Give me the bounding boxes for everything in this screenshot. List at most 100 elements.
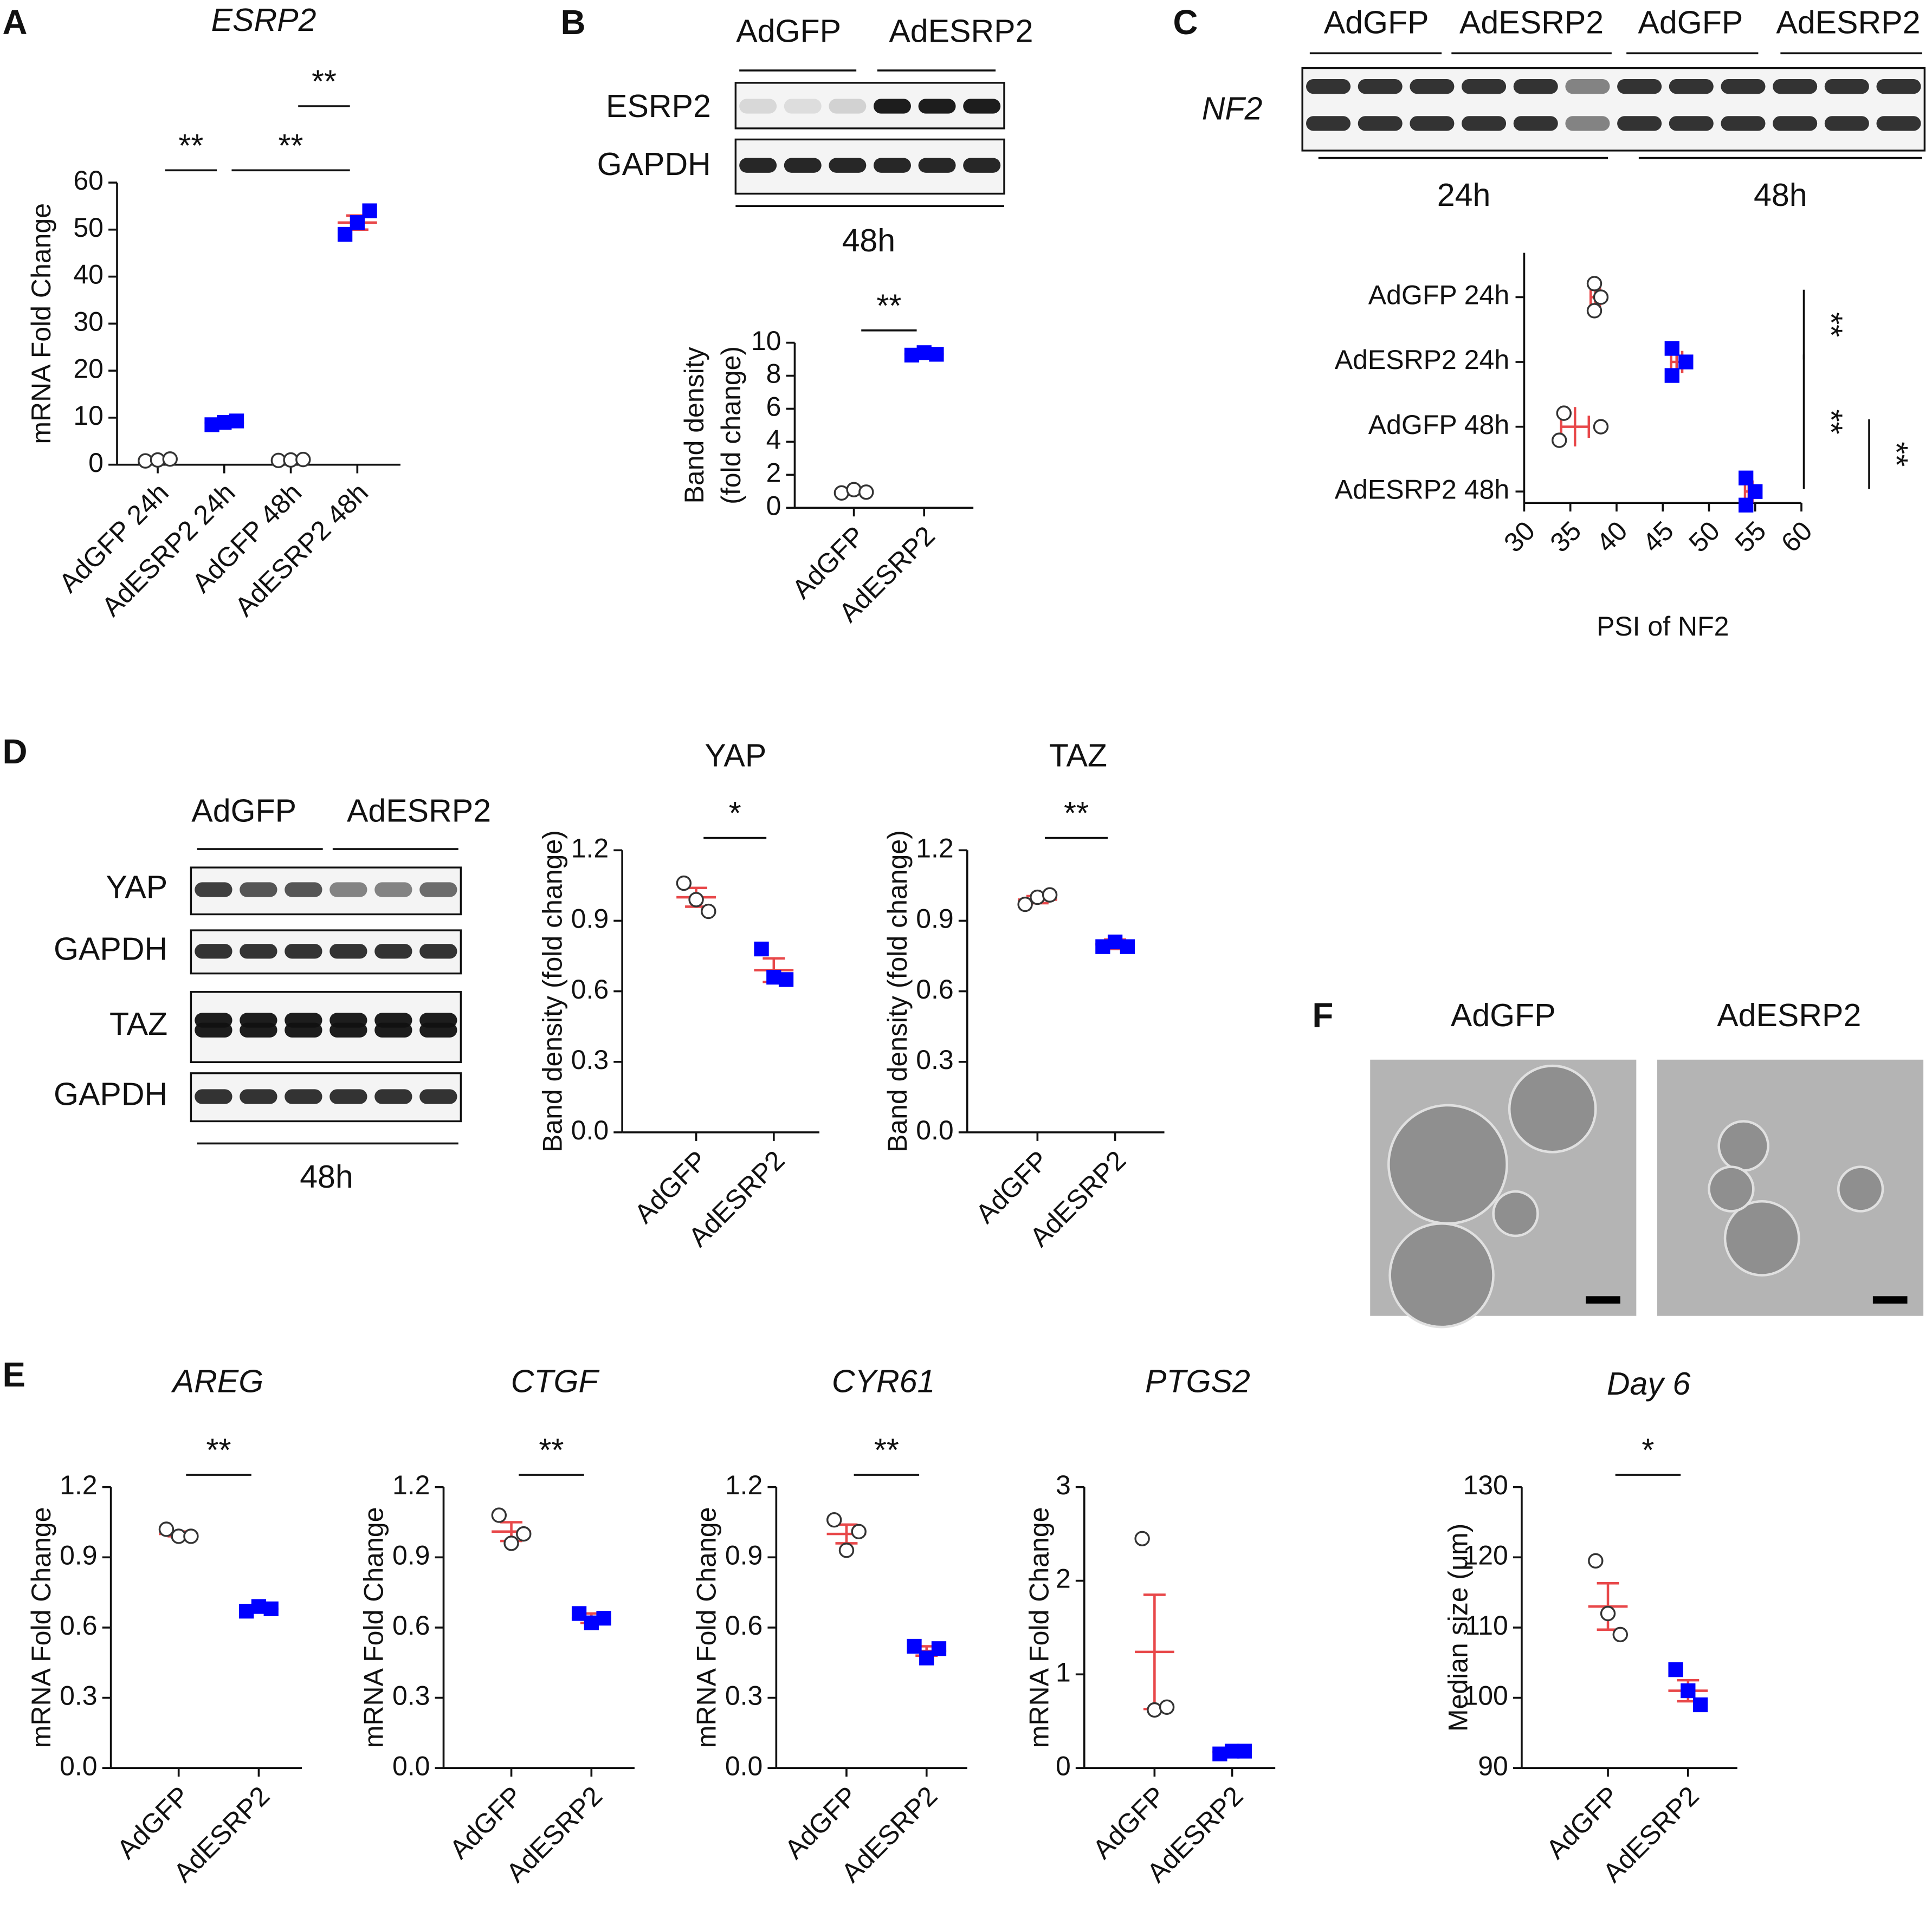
band	[240, 944, 277, 959]
y-tick-label: 1.2	[571, 833, 609, 863]
scale-bar	[1586, 1296, 1620, 1304]
data-point	[1147, 1702, 1162, 1718]
data-point	[1664, 341, 1679, 356]
y-tick-label: 0.9	[571, 904, 609, 934]
data-point	[1748, 484, 1763, 499]
x-tick-label: 30	[1498, 515, 1541, 558]
panel-letter: E	[3, 1356, 25, 1394]
band	[1773, 79, 1818, 94]
chart-title: AREG	[171, 1363, 264, 1399]
band	[1410, 116, 1455, 131]
band	[1410, 79, 1455, 94]
y-tick-label: 8	[766, 359, 781, 389]
band	[784, 158, 822, 173]
y-tick-label: 0.0	[392, 1751, 430, 1781]
data-point	[826, 1512, 842, 1528]
y-tick-label: AdGFP 24h	[1368, 280, 1509, 310]
band	[784, 99, 822, 114]
y-tick-label: 30	[73, 307, 104, 337]
data-point	[1692, 1697, 1708, 1713]
data-point	[1586, 303, 1603, 319]
y-tick-label: 20	[73, 353, 104, 384]
band	[374, 944, 412, 959]
y-tick-label: 0.0	[60, 1751, 98, 1781]
band	[195, 1022, 232, 1038]
band	[1358, 79, 1403, 94]
spheroid	[1837, 1165, 1884, 1213]
y-tick-label: 0	[88, 448, 104, 478]
significance-label: **	[178, 127, 203, 164]
significance-label: **	[312, 63, 337, 100]
band	[1565, 116, 1610, 131]
blot	[190, 991, 462, 1064]
band	[1721, 116, 1766, 131]
x-tick-label: 55	[1729, 515, 1772, 558]
y-tick-label: 1.2	[392, 1470, 430, 1500]
data-point	[362, 203, 377, 218]
y-tick-label: 6	[766, 392, 781, 422]
band	[374, 882, 412, 897]
data-point	[1612, 1627, 1628, 1643]
band	[829, 158, 867, 173]
y-tick-label: 4	[766, 425, 781, 455]
data-point	[295, 451, 311, 468]
band	[963, 158, 1001, 173]
blot-row: GAPDH	[54, 1076, 167, 1112]
band	[285, 1089, 322, 1104]
y-tick-label: 1.2	[725, 1470, 763, 1500]
image-label: AdESRP2	[1717, 997, 1861, 1033]
band	[963, 99, 1001, 114]
y-axis-label: Band density (fold change)	[882, 830, 913, 1152]
band	[419, 882, 457, 897]
band	[1565, 79, 1610, 94]
y-tick-label: 0.3	[571, 1045, 609, 1075]
significance-label: **	[279, 127, 303, 164]
blot-row: GAPDH	[54, 930, 167, 967]
chart-title: TAZ	[1049, 737, 1107, 773]
significance-label: **	[1878, 442, 1915, 466]
data-point	[1664, 368, 1679, 383]
blot-time: 48h	[1754, 177, 1807, 213]
data-point	[162, 451, 178, 467]
band	[1824, 79, 1869, 94]
data-point	[158, 1521, 175, 1537]
y-tick-label: 10	[751, 326, 781, 356]
blot-group: AdESRP2	[1776, 4, 1920, 41]
band	[240, 1022, 277, 1038]
band	[873, 99, 911, 114]
y-tick-label: 2	[766, 458, 781, 488]
y-tick-label: 50	[73, 212, 104, 243]
data-point	[846, 482, 862, 497]
y-tick-label: 0.6	[571, 974, 609, 1005]
band	[240, 882, 277, 897]
x-tick-label: 45	[1637, 515, 1679, 558]
band	[918, 158, 956, 173]
y-tick-label: 0.0	[725, 1751, 763, 1781]
data-point	[1212, 1746, 1227, 1761]
y-tick-label: 0.9	[60, 1540, 98, 1571]
data-point	[858, 484, 874, 500]
blot-time: 48h	[842, 222, 896, 258]
data-point	[1042, 887, 1058, 903]
y-axis-label: mRNA Fold Change	[26, 1507, 56, 1748]
band	[195, 944, 232, 959]
band	[329, 882, 367, 897]
spheroid	[1723, 1200, 1800, 1277]
data-point	[596, 1611, 611, 1626]
y-tick-label: 90	[1478, 1751, 1508, 1781]
data-point	[851, 1524, 867, 1540]
y-axis-label: Band density	[679, 347, 709, 503]
y-tick-label: 130	[1463, 1470, 1508, 1500]
data-point	[1681, 1683, 1696, 1699]
y-axis-label: Band density (fold change)	[537, 830, 567, 1152]
data-point	[1668, 1662, 1683, 1677]
y-tick-label: 2	[1056, 1564, 1071, 1594]
band	[1876, 116, 1921, 131]
panel-letter: A	[3, 3, 28, 42]
blot-group: AdESRP2	[347, 793, 491, 829]
data-point	[701, 903, 716, 919]
x-axis-label: PSI of NF2	[1597, 611, 1729, 642]
band	[374, 1089, 412, 1104]
chart-title: CTGF	[511, 1363, 600, 1399]
